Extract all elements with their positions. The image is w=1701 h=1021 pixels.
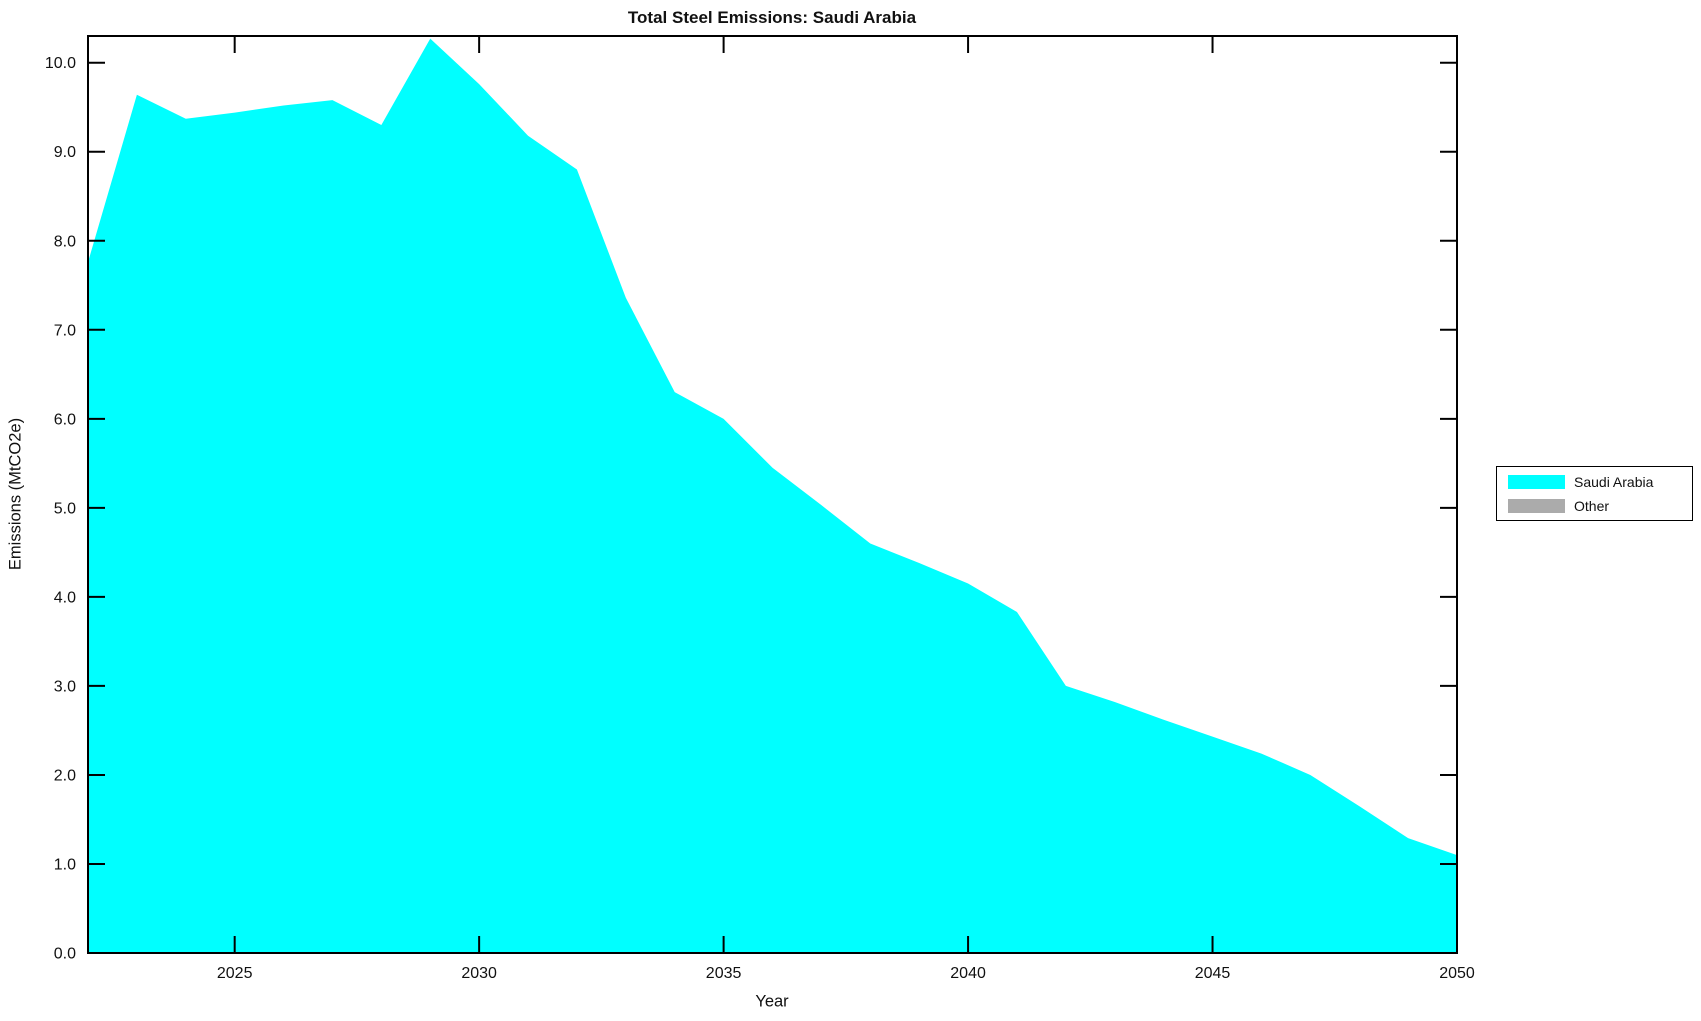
x-tick-label: 2045 [1195,965,1231,982]
x-tick-label: 2025 [217,965,253,982]
plot-border [87,35,1458,954]
legend-swatch-saudi-arabia [1508,474,1565,489]
y-tick-label: 10.0 [45,55,76,72]
x-tick-label: 2030 [461,965,497,982]
series-area-saudi-arabia [88,38,1457,953]
y-tick-label: 7.0 [54,322,76,339]
legend-label-saudi-arabia: Saudi Arabia [1574,473,1654,490]
x-tick-label: 2040 [950,965,986,982]
y-tick-label: 8.0 [54,233,76,250]
y-tick-label: 5.0 [54,500,76,517]
y-tick-label: 4.0 [54,589,76,606]
x-axis-label: Year [755,992,789,1011]
x-tick-label: 2050 [1439,965,1475,982]
legend-label-other: Other [1574,497,1610,514]
y-tick-label: 2.0 [54,767,76,784]
y-tick-label: 3.0 [54,678,76,695]
y-axis-label: Emissions (MtCO2e) [6,417,25,571]
y-tick-label: 6.0 [54,411,76,428]
legend-item-other: Other [1508,496,1684,515]
legend-item-saudi-arabia: Saudi Arabia [1508,472,1684,491]
legend: Saudi Arabia Other [1496,466,1693,521]
x-tick-label: 2035 [706,965,742,982]
y-tick-label: 9.0 [54,144,76,161]
y-tick-label: 0.0 [54,946,76,963]
y-tick-label: 1.0 [54,856,76,873]
chart-title: Total Steel Emissions: Saudi Arabia [627,8,917,27]
legend-swatch-other [1508,498,1565,513]
